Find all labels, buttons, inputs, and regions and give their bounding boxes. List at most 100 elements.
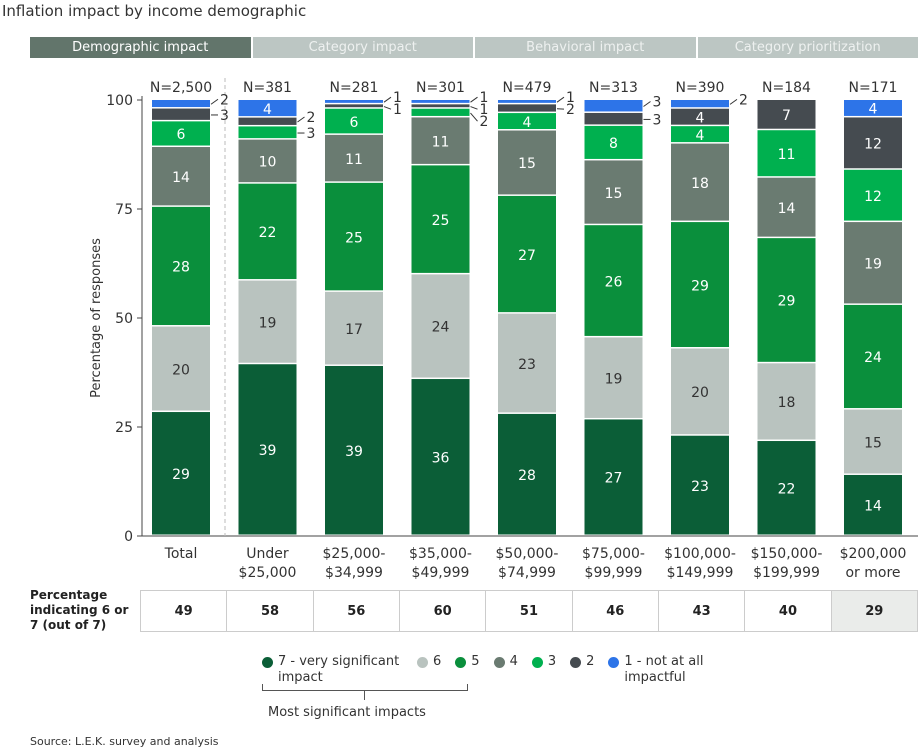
legend-label: 6 (433, 654, 442, 669)
segment-label: 10 (259, 155, 277, 171)
segment-label: 3 (653, 94, 662, 110)
segment-label: 24 (864, 350, 882, 366)
sample-size-label: N=381 (243, 80, 292, 96)
tab-behavioral-impact[interactable]: Behavioral impact (475, 37, 696, 58)
tab-category-prioritization[interactable]: Category prioritization (697, 37, 918, 58)
sample-size-label: N=313 (589, 80, 638, 96)
leader-line (470, 96, 478, 103)
segment-label: 4 (696, 110, 705, 126)
bar-segment (325, 134, 383, 182)
segment-label: 22 (778, 482, 796, 498)
tab-bar: Demographic impact Category impact Behav… (30, 37, 920, 58)
leader-line (383, 96, 392, 103)
bar-segment (584, 125, 643, 159)
segment-label: 3 (220, 108, 229, 124)
category-label: $25,000- (323, 546, 386, 562)
segment-label: 14 (778, 201, 796, 217)
table-cell: 29 (831, 591, 917, 631)
legend-swatch-icon (262, 657, 273, 668)
bar-segment (584, 225, 643, 336)
segment-label: 22 (259, 225, 277, 241)
sample-size-label: N=171 (849, 80, 898, 96)
bar-segment (325, 104, 383, 108)
sample-size-label: N=301 (416, 80, 465, 96)
bar-segment (584, 419, 643, 535)
segment-label: 4 (263, 102, 272, 118)
bar-segment (844, 304, 902, 409)
legend-item: 2 (570, 654, 594, 686)
bar-segment (411, 117, 470, 164)
legend-label: 7 - very significant impact (278, 654, 400, 685)
leader-line (729, 98, 738, 105)
segment-label: 28 (172, 260, 190, 276)
bar-segment (671, 100, 729, 108)
tab-category-impact[interactable]: Category impact (252, 37, 473, 58)
segment-label: 29 (778, 294, 796, 310)
table-cell: 40 (745, 591, 832, 631)
segment-label: 27 (605, 471, 623, 487)
bar-segment (152, 147, 210, 206)
bar-segment (498, 113, 556, 130)
segment-label: 15 (518, 156, 536, 172)
segment-label: 6 (177, 127, 186, 143)
category-label: $149,999 (667, 565, 734, 581)
bar-segment (238, 139, 297, 183)
segment-label: 14 (864, 498, 882, 514)
legend-label: 1 - not at all impactful (624, 654, 704, 685)
segment-label: 36 (432, 451, 450, 467)
bar-segment (152, 121, 210, 146)
legend-bracket-tick (364, 690, 365, 700)
bar-segment (757, 441, 816, 535)
y-tick-label: 75 (115, 202, 133, 218)
segment-label: 2 (566, 102, 575, 118)
legend-item: 4 (493, 654, 518, 686)
segment-label: 4 (696, 128, 705, 144)
bar-segment (325, 108, 383, 134)
sample-size-label: N=281 (330, 80, 379, 96)
y-tick-label: 0 (124, 529, 133, 545)
category-label: $49,999 (412, 565, 470, 581)
bar-segment (152, 326, 210, 411)
segment-label: 20 (172, 362, 190, 378)
segment-label: 1 (566, 90, 575, 106)
segment-label: 12 (864, 189, 882, 205)
category-label: $35,000- (409, 546, 472, 562)
bar-segment (238, 280, 297, 363)
segment-label: 12 (864, 137, 882, 153)
segment-label: 7 (782, 108, 791, 124)
bar-segment (498, 313, 556, 413)
segment-label: 2 (220, 92, 229, 108)
legend-item: 7 - very significant impact (262, 654, 403, 686)
table-cell: 60 (400, 591, 487, 631)
bar-segment (844, 117, 902, 169)
source-note: Source: L.E.K. survey and analysis (30, 735, 219, 748)
tab-demographic-impact[interactable]: Demographic impact (30, 37, 251, 58)
segment-label: 24 (432, 320, 450, 336)
category-label: $34,999 (325, 565, 383, 581)
legend-swatch-icon (570, 657, 582, 668)
bar-segment (757, 363, 816, 440)
legend-label: 5 (471, 654, 480, 669)
legend-label: 2 (586, 654, 595, 669)
segment-label: 14 (172, 170, 190, 186)
leader-line (556, 96, 565, 103)
segment-label: 1 (393, 90, 402, 106)
legend-item: 5 (455, 654, 480, 686)
leader-line (210, 98, 219, 105)
table-row-label: Percentage indicating 6 or 7 (out of 7) (30, 588, 129, 632)
segment-label: 18 (691, 176, 709, 192)
legend-bracket-label: Most significant impacts (268, 705, 426, 720)
segment-label: 19 (605, 371, 623, 387)
legend-label: 3 (547, 654, 557, 669)
bar-segment (238, 126, 297, 139)
bar-segment (844, 222, 902, 304)
segment-label: 29 (691, 278, 709, 294)
category-label: Under (246, 546, 289, 562)
bar-segment (757, 238, 816, 362)
segment-label: 8 (609, 136, 618, 152)
leader-line (470, 112, 478, 122)
segment-label: 3 (307, 126, 316, 142)
bar-segment (152, 108, 210, 120)
